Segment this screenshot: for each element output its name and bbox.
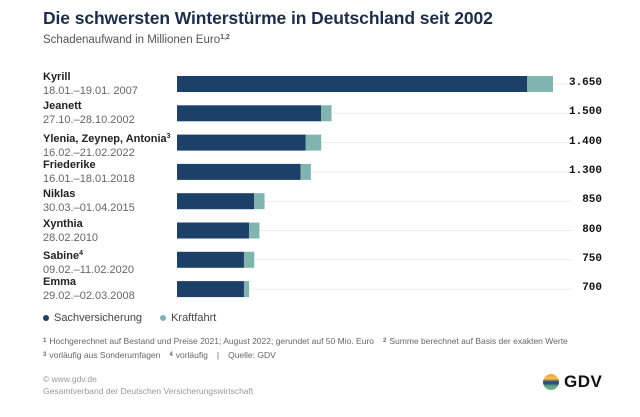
footnotes: 1 Hochgerechnet auf Bestand und Preise 20…: [43, 334, 568, 362]
footnote-3: vorläufig aus Sonderumfagen: [49, 350, 161, 360]
footnote-line-1: 1 Hochgerechnet auf Bestand und Preise 20…: [43, 334, 568, 348]
storm-dates: 28.02.2010: [43, 231, 99, 244]
storm-name: Kyrill: [43, 71, 71, 83]
storm-name: Emma: [43, 276, 77, 289]
footnote-line-2: 3 vorläufig aus Sonderumfagen 4 vorläufig | Q…: [43, 348, 568, 362]
storm-name: Sabine4: [43, 249, 83, 262]
gdv-logo-text: GDV: [564, 372, 603, 391]
gdv-logo: GDV: [543, 372, 602, 392]
value-label: 3.650: [568, 77, 602, 89]
footnote-1: Hochgerechnet auf Bestand und Preise 202…: [49, 336, 374, 346]
footnote-ref: 3: [166, 132, 171, 140]
bar-sachversicherung: [177, 76, 528, 92]
footnote-separator: |: [216, 350, 220, 360]
storm-name: Ylenia, Zeynep, Antonia3: [43, 132, 171, 145]
footnote-number: 3: [43, 352, 47, 358]
storm-dates: 09.02.–11.02.2020: [43, 263, 134, 276]
value-label: 700: [582, 282, 602, 295]
value-label: 1.400: [568, 135, 602, 148]
bar-kraftfahrt: [305, 134, 322, 151]
value-label: 1.500: [568, 106, 602, 119]
bar-sachversicherung: [177, 134, 306, 151]
bar-sachversicherung: [177, 281, 244, 298]
bar-kraftfahrt: [254, 193, 265, 210]
chart-title: Die schwersten Winterstürme in Deutschla…: [43, 8, 493, 28]
category-label: Friederike 16.01.–18.01.2018: [43, 159, 135, 186]
storm-dates: 16.02.–21.02.2022: [43, 146, 135, 159]
bar-sachversicherung: [177, 251, 244, 268]
bar-sachversicherung: [177, 222, 250, 239]
category-label: Xynthia 28.02.2010: [43, 218, 98, 245]
category-label: Jeanett 27.10.–28.10.2002: [43, 100, 135, 127]
legend-dot-kraftfahrt: [160, 315, 167, 321]
bar-kraftfahrt: [527, 76, 553, 92]
legend-item-sachversicherung: Sachversicherung: [43, 312, 142, 324]
storm-name: Jeanett: [43, 100, 82, 113]
bar-sachversicherung: [177, 193, 255, 210]
category-label: Emma 29.02.–02.03.2008: [43, 276, 135, 303]
bar-sachversicherung: [177, 105, 322, 122]
credits: © www.gdv.de Gesamtverband der Deutschen…: [43, 373, 253, 397]
subtitle-text: Schadenaufwand in Millionen Euro: [43, 34, 221, 46]
bar-kraftfahrt: [249, 222, 260, 239]
bar-kraftfahrt: [300, 163, 311, 180]
legend-item-kraftfahrt: Kraftfahrt: [160, 312, 216, 324]
footnote-4: vorläufig: [175, 350, 208, 360]
legend-label: Kraftfahrt: [171, 312, 217, 324]
value-label: 800: [582, 223, 602, 236]
category-label: Niklas 30.03.–01.04.2015: [43, 188, 135, 215]
value-label: 850: [582, 194, 602, 207]
legend-dot-sachversicherung: [43, 315, 49, 321]
value-label: 1.300: [568, 164, 602, 177]
storm-dates: 16.01.–18.01.2018: [43, 172, 135, 185]
footnote-ref: 4: [79, 249, 83, 257]
chart-subtitle: Schadenaufwand in Millionen Euro1,2: [43, 34, 230, 46]
gdv-logo-icon: [543, 374, 559, 390]
website-link[interactable]: © www.gdv.de: [43, 374, 97, 384]
organization-name: Gesamtverband der Deutschen Versicherung…: [43, 386, 254, 396]
category-label: Ylenia, Zeynep, Antonia3 16.02.–21.02.202…: [43, 130, 171, 160]
storm-dates: 29.02.–02.03.2008: [43, 290, 135, 303]
storm-dates: 18.01.–19.01. 2007: [43, 85, 138, 97]
bar-sachversicherung: [177, 163, 301, 180]
footnote-number: 4: [169, 352, 173, 358]
storm-name: Xynthia: [43, 217, 83, 230]
source-note: Quelle: GDV: [228, 350, 276, 360]
footnote-number: 2: [383, 338, 387, 344]
bar-kraftfahrt: [321, 105, 332, 122]
footnote-number: 1: [43, 338, 47, 344]
legend: Sachversicherung Kraftfahrt: [43, 312, 228, 324]
storm-name: Niklas: [43, 188, 76, 201]
bar-kraftfahrt: [243, 251, 255, 268]
subtitle-footnote-ref: 1,2: [220, 34, 230, 41]
category-label: Kyrill 18.01.–19.01. 2007: [43, 71, 138, 98]
storm-dates: 30.03.–01.04.2015: [43, 202, 135, 215]
bar-kraftfahrt: [243, 281, 250, 298]
footnote-2: Summe berechnet auf Basis der exakten We…: [389, 336, 568, 346]
category-label: Sabine4 09.02.–11.02.2020: [43, 247, 134, 277]
legend-label: Sachversicherung: [54, 312, 143, 324]
storm-name: Friederike: [43, 158, 96, 171]
storm-dates: 27.10.–28.10.2002: [43, 114, 135, 127]
value-label: 750: [582, 252, 602, 265]
